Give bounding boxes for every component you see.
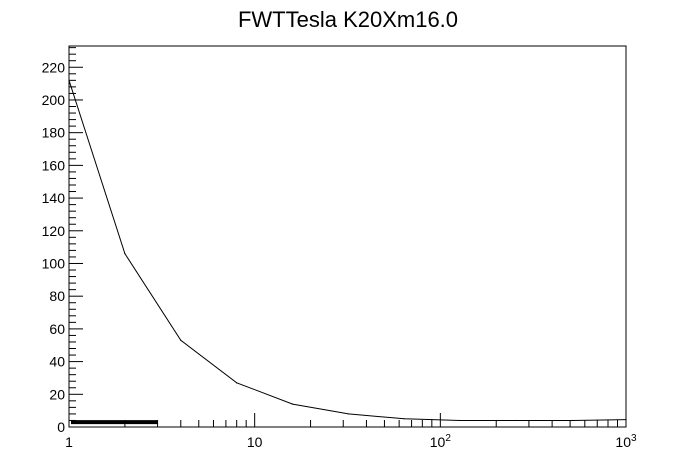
data-point bbox=[515, 419, 517, 422]
y-tick-label: 220 bbox=[42, 59, 66, 75]
data-point bbox=[571, 419, 573, 422]
chart-title: FWTTesla K20Xm16.0 bbox=[238, 7, 458, 32]
plot-frame bbox=[68, 45, 627, 428]
series-layer bbox=[68, 79, 627, 425]
x-tick-label: 1 bbox=[65, 434, 73, 450]
data-point bbox=[180, 339, 182, 341]
data-point bbox=[347, 413, 350, 415]
y-tick-label: 120 bbox=[42, 223, 66, 239]
data-point bbox=[459, 419, 461, 422]
y-tick-label: 20 bbox=[49, 386, 65, 402]
series-line bbox=[68, 80, 627, 421]
y-tick-label: 60 bbox=[49, 321, 65, 337]
x-tick-label: 103 bbox=[615, 433, 637, 450]
data-point bbox=[625, 419, 627, 421]
y-tick-label: 180 bbox=[42, 125, 66, 141]
y-tick-label: 100 bbox=[42, 255, 66, 271]
y-tick-label: 160 bbox=[42, 157, 66, 173]
axes: 0 20 40 60 80 100 120 140 160 180 200 220 1 10 102 103 bbox=[42, 46, 637, 450]
y-tick-label: 200 bbox=[42, 92, 66, 108]
y-tick-label: 80 bbox=[49, 288, 65, 304]
data-point bbox=[124, 253, 126, 255]
x-tick-label: 102 bbox=[430, 433, 452, 450]
x-tick-label: 10 bbox=[247, 434, 263, 450]
data-point bbox=[403, 418, 405, 420]
y-tick-label: 40 bbox=[49, 354, 65, 370]
y-tick-label: 0 bbox=[57, 419, 65, 435]
data-point bbox=[68, 79, 70, 81]
data-point bbox=[236, 382, 238, 384]
data-point bbox=[291, 403, 294, 405]
y-tick-label: 140 bbox=[42, 190, 66, 206]
